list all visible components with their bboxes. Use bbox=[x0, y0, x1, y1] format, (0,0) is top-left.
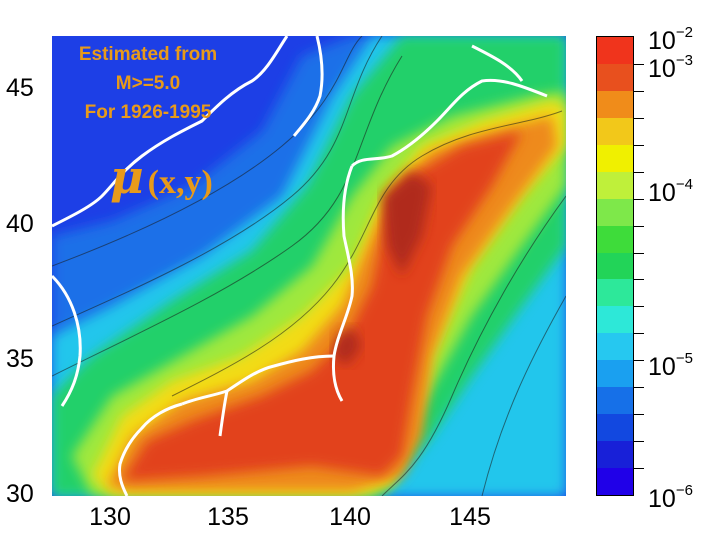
colorbar-tick bbox=[634, 91, 644, 92]
colorbar bbox=[596, 36, 634, 496]
colorbar-swatch bbox=[597, 279, 633, 306]
colorbar-tick bbox=[634, 414, 644, 415]
coastline bbox=[52, 36, 548, 496]
colorbar-tick bbox=[634, 226, 644, 227]
colorbar-swatch bbox=[597, 172, 633, 199]
colorbar-tick bbox=[634, 360, 644, 361]
annotation-line-3: For 1926-1995 bbox=[84, 102, 212, 123]
lat-tick-40: 40 bbox=[6, 210, 34, 238]
colorbar-tick bbox=[634, 199, 644, 200]
colorbar-swatch bbox=[597, 414, 633, 441]
colorbar-label-1e-6: 10−6 bbox=[648, 482, 693, 513]
intensity-map bbox=[52, 36, 566, 496]
lon-tick-135: 135 bbox=[207, 503, 249, 531]
lon-tick-140: 140 bbox=[329, 503, 371, 531]
mu-label: μ (x,y) bbox=[110, 150, 213, 204]
colorbar-tick bbox=[634, 441, 644, 442]
mu-args: (x,y) bbox=[147, 164, 213, 201]
lat-tick-35: 35 bbox=[6, 345, 34, 373]
colorbar-swatch bbox=[597, 37, 633, 64]
colorbar-tick bbox=[634, 279, 644, 280]
colorbar-swatch bbox=[597, 64, 633, 91]
colorbar-swatch bbox=[597, 145, 633, 172]
colorbar-swatch bbox=[597, 468, 633, 495]
colorbar-label-1e-4: 10−4 bbox=[648, 176, 693, 207]
colorbar-tick bbox=[634, 333, 644, 334]
lat-tick-30: 30 bbox=[6, 480, 34, 508]
contour-lines bbox=[52, 36, 566, 496]
mu-symbol: μ bbox=[110, 150, 144, 204]
colorbar-tick bbox=[634, 468, 644, 469]
colorbar-swatch bbox=[597, 441, 633, 468]
colorbar-label-1e-2: 10−2 bbox=[648, 24, 693, 55]
map-svg bbox=[52, 36, 566, 496]
colorbar-swatch bbox=[597, 118, 633, 145]
lat-tick-45: 45 bbox=[6, 74, 34, 102]
map-band-dark bbox=[382, 171, 432, 276]
lon-tick-130: 130 bbox=[89, 503, 131, 531]
colorbar-swatch bbox=[597, 91, 633, 118]
colorbar-label-1e-3: 10−3 bbox=[648, 52, 693, 83]
colorbar-tick bbox=[634, 64, 644, 65]
colorbar-swatch bbox=[597, 306, 633, 333]
annotation-line-1: Estimated from bbox=[78, 44, 218, 65]
colorbar-swatch bbox=[597, 360, 633, 387]
lon-tick-145: 145 bbox=[449, 503, 491, 531]
colorbar-swatch bbox=[597, 199, 633, 226]
annotation-line-2: M>=5.0 bbox=[115, 73, 181, 94]
colorbar-tick bbox=[634, 118, 644, 119]
colorbar-swatch bbox=[597, 226, 633, 253]
colorbar-tick bbox=[634, 306, 644, 307]
colorbar-tick bbox=[634, 145, 644, 146]
colorbar-swatch bbox=[597, 387, 633, 414]
colorbar-tick bbox=[634, 387, 644, 388]
colorbar-swatch bbox=[597, 253, 633, 279]
colorbar-swatch bbox=[597, 333, 633, 360]
colorbar-tick bbox=[634, 172, 644, 173]
colorbar-tick bbox=[634, 253, 644, 254]
colorbar-label-1e-5: 10−5 bbox=[648, 350, 693, 381]
